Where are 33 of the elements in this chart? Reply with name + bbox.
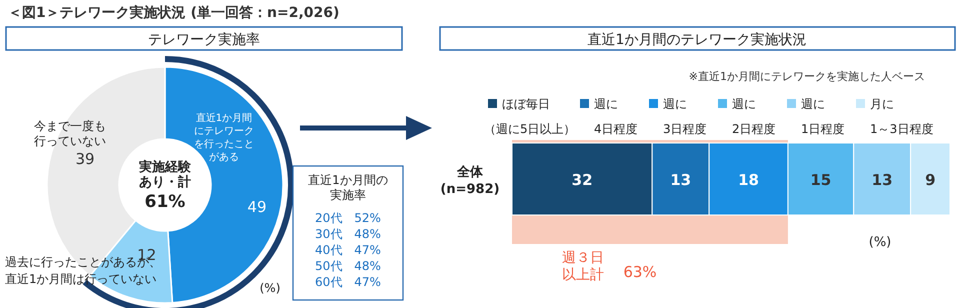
text: 実施経験あり・計: [138, 159, 192, 190]
data-label: 18: [738, 171, 759, 189]
band-label: 週３日以上計: [562, 250, 604, 283]
text: (%): [260, 281, 280, 295]
text: 20代 52%: [315, 211, 381, 225]
legend-label: 週に2日程度: [732, 97, 776, 136]
text: 63%: [623, 263, 657, 281]
text: 30代 48%: [315, 227, 381, 241]
chart-title: 直近1か月間のテレワーク実施状況: [588, 32, 806, 48]
series-label: ほぼ毎日（週に5日以上）: [484, 97, 576, 136]
legend-label: 週に4日程度: [594, 97, 638, 136]
slice-label: 直近1か月間にテレワークを行ったことがある: [194, 112, 254, 164]
text: 直近1か月間の実施率: [308, 173, 388, 202]
data-label: 13: [670, 171, 692, 189]
chart-title: テレワーク実施率: [148, 32, 260, 48]
data-label: 9: [925, 171, 936, 189]
text: 40代 47%: [315, 243, 381, 257]
text: 50代 48%: [315, 259, 381, 273]
text: 60代 47%: [315, 275, 381, 289]
legend-label: 週に1日程度: [801, 97, 845, 136]
data-label: 32: [572, 171, 593, 189]
text: 61%: [144, 192, 186, 212]
text: ※直近1か月間にテレワークを実施した人ベース: [688, 70, 925, 83]
text: ＜図1＞テレワーク実施状況 (単一回答：n=2,026): [8, 4, 340, 21]
data-label: 49: [247, 198, 267, 216]
data-label: 13: [872, 171, 893, 189]
data-label: 15: [810, 171, 832, 189]
data-label: 39: [75, 150, 95, 168]
category-label: 全体 (n=982): [440, 165, 500, 197]
legend-label: 週に3日程度: [663, 97, 707, 136]
slice-label: 今まで一度も行っていない: [34, 119, 106, 148]
legend-label: 月に1～3日程度: [870, 97, 934, 136]
text: (%): [868, 235, 892, 250]
